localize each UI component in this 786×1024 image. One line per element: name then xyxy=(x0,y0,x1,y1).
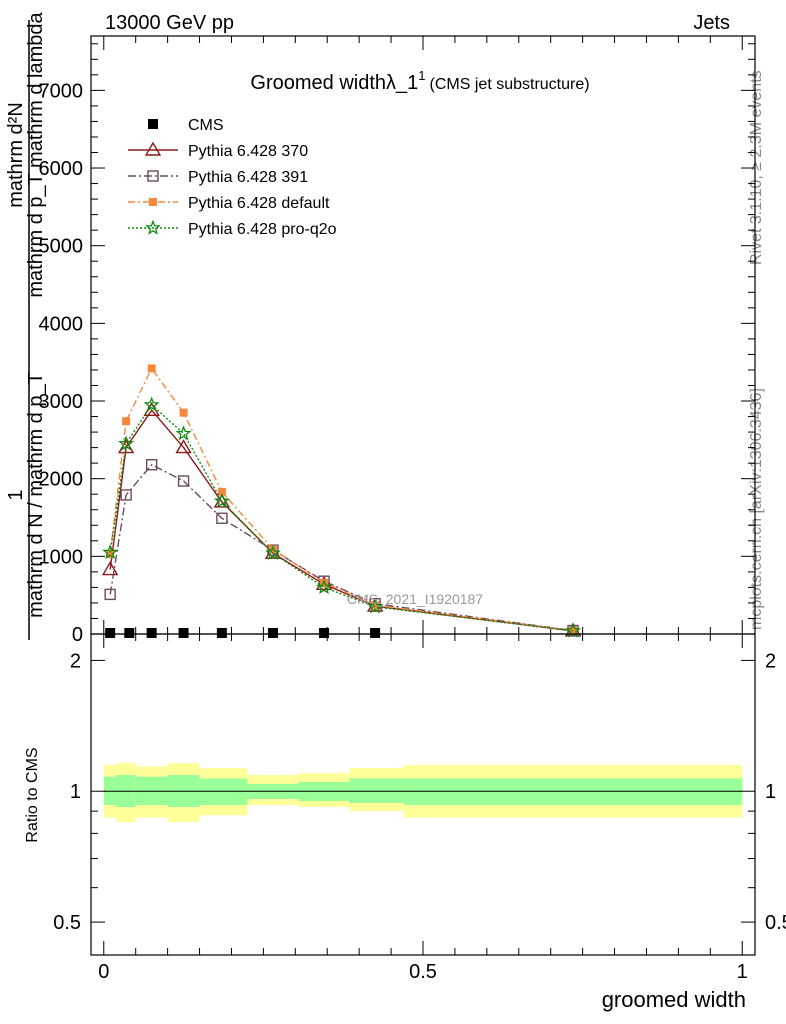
ratio-y-axis: 0.5 0.5 1 1 2 2 xyxy=(53,650,786,934)
point-p391-1 xyxy=(120,489,132,501)
main-y-axis-label: mathrm d²N mathrm d p_T mathrm d lambda … xyxy=(5,11,47,640)
legend-marker-pdefault xyxy=(149,198,157,206)
main-y-tick-label-1: 1000 xyxy=(39,546,84,568)
point-p370-3 xyxy=(175,439,192,454)
ylabel-bottom: 1 xyxy=(5,489,27,500)
svg-text:Groomed widthλ_11(CMS jet subs: Groomed widthλ_11 (CMS jet substructure) xyxy=(250,68,589,94)
point-p370-0 xyxy=(101,561,119,576)
series-line-p391 xyxy=(109,463,574,632)
point-pdefault-2 xyxy=(147,364,156,373)
legend-marker-p391 xyxy=(147,170,159,182)
point-cms-3 xyxy=(178,628,189,638)
main-plot-panel: 0 1000 2000 3000 4000 5000 6000 7000 CMS_2021_I… xyxy=(39,35,756,646)
legend: CMS Pythia 6.428 370 Pythia 6.428 391 Pythi… xyxy=(128,117,337,238)
analysis-watermark: CMS_2021_I1920187 xyxy=(347,591,483,607)
ratio-y-tick-label-left-2: 2 xyxy=(70,650,81,672)
series-pdefault xyxy=(106,364,578,635)
main-y-tick-label-6: 6000 xyxy=(39,158,84,180)
point-p391-4 xyxy=(216,512,228,524)
main-y-tick-label-0: 0 xyxy=(72,624,83,646)
main-y-tick-label-7: 7000 xyxy=(39,80,84,102)
point-pq2o-5 xyxy=(265,544,281,560)
main-y-tick-label-2: 2000 xyxy=(39,469,84,491)
legend-label-cms: CMS xyxy=(188,117,224,134)
ratio-y-tick-label-right-2: 2 xyxy=(765,650,776,672)
legend-marker-p370 xyxy=(144,141,162,156)
title-sub: (CMS jet substructure) xyxy=(430,76,590,93)
point-cms-7 xyxy=(370,628,381,638)
legend-item-pq2o: Pythia 6.428 pro-q2o xyxy=(128,219,337,238)
point-pq2o-1 xyxy=(118,435,135,451)
title-sup: 1 xyxy=(418,68,425,83)
rivet-label: Rivet 3.1.10, ≥ 2.3M events xyxy=(748,70,765,265)
point-cms-2 xyxy=(146,628,157,638)
x-tick-label-0: 0 xyxy=(98,961,109,983)
point-pq2o-2 xyxy=(143,396,160,412)
ratio-y-tick-label-right-1: 1 xyxy=(765,781,776,803)
point-p391-2 xyxy=(145,458,158,471)
x-tick-label-2: 1 xyxy=(737,961,748,983)
main-y-axis: 0 1000 2000 3000 4000 5000 6000 7000 xyxy=(39,36,755,646)
mcplots-label: mcplots.cern.ch [arXiv:1306.3436] xyxy=(748,388,765,630)
ratio-plot-panel: 0.50.51122 00.51 xyxy=(53,633,786,983)
series-cms xyxy=(105,628,381,638)
ylabel-bottom2: mathrm d N / mathrm d p_T xyxy=(25,372,47,618)
main-y-tick-label-4: 4000 xyxy=(39,313,84,335)
point-cms-1 xyxy=(124,628,135,638)
legend-marker-cms xyxy=(148,119,158,129)
point-pq2o-4 xyxy=(213,492,230,508)
point-pdefault-1 xyxy=(122,417,131,426)
point-pdefault-4 xyxy=(217,487,226,496)
point-cms-6 xyxy=(319,628,330,638)
ratio-y-axis-label: Ratio to CMS xyxy=(24,747,41,842)
legend-label-pq2o: Pythia 6.428 pro-q2o xyxy=(188,221,337,238)
point-pdefault-0 xyxy=(106,550,115,559)
legend-item-cms: CMS xyxy=(148,117,224,134)
ratio-y-tick-label-left-1: 1 xyxy=(70,781,81,803)
category-label: Jets xyxy=(693,12,730,34)
legend-label-p370: Pythia 6.428 370 xyxy=(188,143,308,160)
x-tick-label-1: 0.5 xyxy=(409,961,437,983)
point-cms-0 xyxy=(105,628,116,638)
plot-title: Groomed widthλ_11 (CMS jet substructure) xyxy=(250,68,589,94)
point-p391-3 xyxy=(177,475,190,487)
legend-item-p370: Pythia 6.428 370 xyxy=(128,141,308,160)
point-cms-4 xyxy=(216,628,227,638)
ylabel-top: mathrm d²N xyxy=(5,102,27,208)
legend-item-pdefault: Pythia 6.428 default xyxy=(128,195,330,212)
legend-marker-pq2o xyxy=(145,219,161,235)
point-cms-5 xyxy=(267,628,278,638)
series-line-pq2o xyxy=(109,403,574,632)
ylabel-top2: mathrm d p_T mathrm d lambda xyxy=(25,11,47,297)
legend-label-p391: Pythia 6.428 391 xyxy=(188,169,308,186)
main-y-tick-label-5: 5000 xyxy=(39,236,84,258)
main-y-tick-label-3: 3000 xyxy=(39,391,84,413)
energy-label: 13000 GeV pp xyxy=(105,12,234,34)
point-pq2o-7 xyxy=(367,598,384,614)
legend-item-p391: Pythia 6.428 391 xyxy=(128,169,308,186)
point-p391-0 xyxy=(104,588,116,601)
x-axis: 0 0.5 1 xyxy=(98,634,748,983)
point-pq2o-0 xyxy=(102,544,119,560)
point-pdefault-3 xyxy=(179,408,188,417)
point-pdefault-6 xyxy=(320,578,329,587)
point-pq2o-6 xyxy=(316,579,332,595)
ratio-y-tick-label-right-0: 0.5 xyxy=(765,912,786,934)
series-p391 xyxy=(104,458,579,637)
x-axis-label: groomed width xyxy=(602,987,746,1012)
legend-label-pdefault: Pythia 6.428 default xyxy=(188,195,330,212)
title-main: Groomed widthλ_1 xyxy=(250,72,418,94)
uncertainty-band-inner-7 xyxy=(349,778,404,803)
point-pdefault-5 xyxy=(268,545,277,554)
point-pdefault-7 xyxy=(371,601,380,610)
point-pq2o-3 xyxy=(175,425,192,441)
ratio-y-tick-label-left-0: 0.5 xyxy=(53,912,81,934)
